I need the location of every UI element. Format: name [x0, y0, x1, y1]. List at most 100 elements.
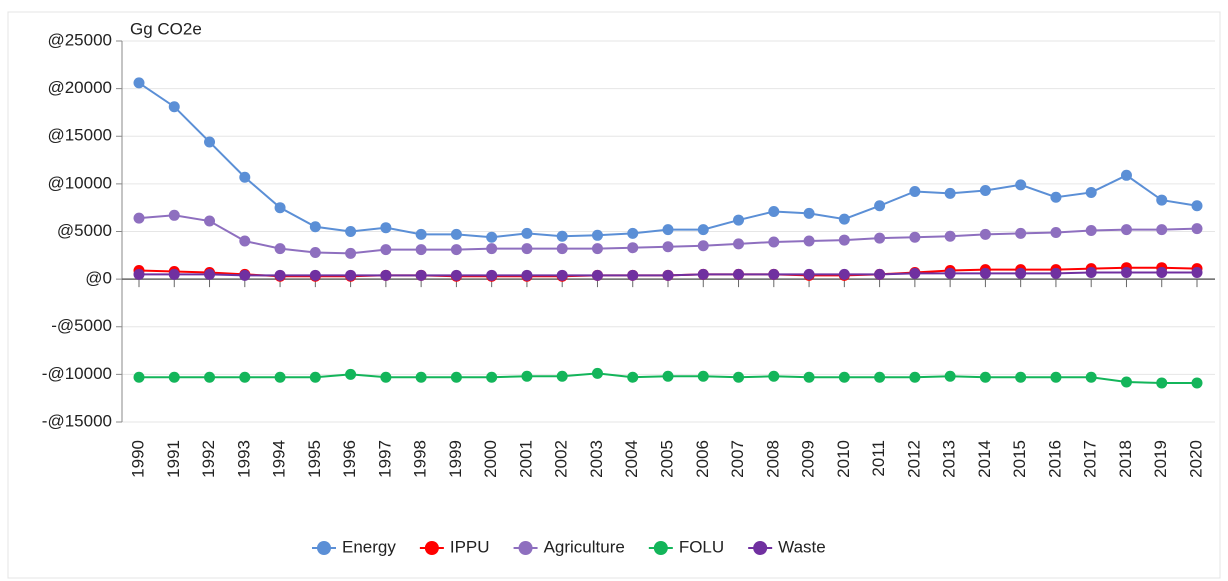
x-tick-label: 1993 — [234, 440, 253, 478]
data-point — [662, 370, 674, 382]
data-point — [909, 371, 921, 383]
data-point — [521, 243, 533, 255]
data-point — [239, 371, 251, 383]
data-point — [309, 269, 321, 281]
data-point — [662, 224, 674, 236]
data-point — [345, 269, 357, 281]
x-tick-label: 1992 — [199, 440, 218, 478]
data-point — [838, 213, 850, 225]
data-point — [309, 221, 321, 233]
data-point — [733, 268, 745, 280]
data-point — [415, 371, 427, 383]
data-point — [309, 371, 321, 383]
data-point — [1191, 266, 1203, 278]
data-point — [1156, 377, 1168, 389]
data-point — [133, 371, 145, 383]
data-point — [274, 202, 286, 214]
data-point — [979, 228, 991, 240]
data-point — [274, 269, 286, 281]
data-point — [1156, 266, 1168, 278]
data-point — [1085, 371, 1097, 383]
data-point — [168, 268, 180, 280]
y-tick-label: -@10000 — [42, 364, 112, 383]
data-point — [768, 268, 780, 280]
data-point — [239, 235, 251, 247]
data-point — [768, 370, 780, 382]
x-tick-label: 2018 — [1116, 440, 1135, 478]
x-tick-label: 2016 — [1045, 440, 1064, 478]
data-point — [874, 232, 886, 244]
x-tick-label: 1995 — [305, 440, 324, 478]
data-point — [733, 214, 745, 226]
data-point — [1015, 179, 1027, 191]
y-tick-label: @25000 — [47, 30, 112, 49]
legend-marker — [753, 541, 768, 555]
data-point — [768, 236, 780, 248]
x-tick-label: 2003 — [587, 440, 606, 478]
data-point — [521, 269, 533, 281]
data-point — [662, 269, 674, 281]
data-point — [803, 235, 815, 247]
data-point — [239, 269, 251, 281]
data-point — [168, 209, 180, 221]
x-tick-label: 2013 — [940, 440, 959, 478]
data-point — [803, 268, 815, 280]
data-point — [486, 243, 498, 255]
legend-label: Energy — [342, 537, 396, 556]
data-point — [697, 268, 709, 280]
data-point — [450, 228, 462, 240]
data-point — [662, 241, 674, 253]
x-tick-label: 2012 — [904, 440, 923, 478]
x-tick-label: 2020 — [1186, 440, 1205, 478]
x-tick-label: 2007 — [728, 440, 747, 478]
data-point — [979, 185, 991, 197]
data-point — [697, 224, 709, 236]
data-point — [380, 222, 392, 234]
legend-marker — [317, 541, 331, 555]
data-point — [838, 234, 850, 246]
data-point — [627, 371, 639, 383]
data-point — [486, 269, 498, 281]
data-point — [909, 267, 921, 279]
data-point — [239, 171, 251, 183]
x-tick-label: 1990 — [128, 440, 147, 478]
data-point — [380, 371, 392, 383]
data-point — [345, 368, 357, 380]
x-tick-label: 2014 — [975, 440, 994, 478]
data-point — [944, 370, 956, 382]
legend-marker — [653, 541, 668, 555]
data-point — [204, 215, 216, 227]
data-point — [274, 371, 286, 383]
data-point — [979, 371, 991, 383]
legend-marker — [424, 541, 439, 555]
y-tick-label: @15000 — [47, 126, 112, 145]
data-point — [556, 370, 568, 382]
data-point — [874, 268, 886, 280]
x-tick-label: 1996 — [340, 440, 359, 478]
data-point — [415, 228, 427, 240]
data-point — [733, 238, 745, 250]
x-tick-label: 2001 — [516, 440, 535, 478]
data-point — [909, 231, 921, 243]
data-point — [204, 136, 216, 148]
data-point — [627, 242, 639, 254]
data-point — [521, 370, 533, 382]
data-point — [1015, 227, 1027, 239]
y-axis-label: Gg CO2e — [130, 19, 202, 38]
data-point — [1156, 224, 1168, 236]
data-point — [627, 227, 639, 239]
data-point — [944, 187, 956, 199]
data-point — [591, 269, 603, 281]
x-tick-label: 2000 — [481, 440, 500, 478]
y-tick-label: -@5000 — [51, 316, 112, 335]
x-tick-label: 1997 — [375, 440, 394, 478]
series-line — [138, 82, 1198, 239]
legend-label: Agriculture — [544, 537, 625, 556]
data-point — [486, 371, 498, 383]
legend-label: FOLU — [679, 537, 724, 556]
data-point — [556, 230, 568, 242]
x-tick-label: 2006 — [693, 440, 712, 478]
legend-label: Waste — [778, 537, 826, 556]
data-point — [697, 240, 709, 252]
